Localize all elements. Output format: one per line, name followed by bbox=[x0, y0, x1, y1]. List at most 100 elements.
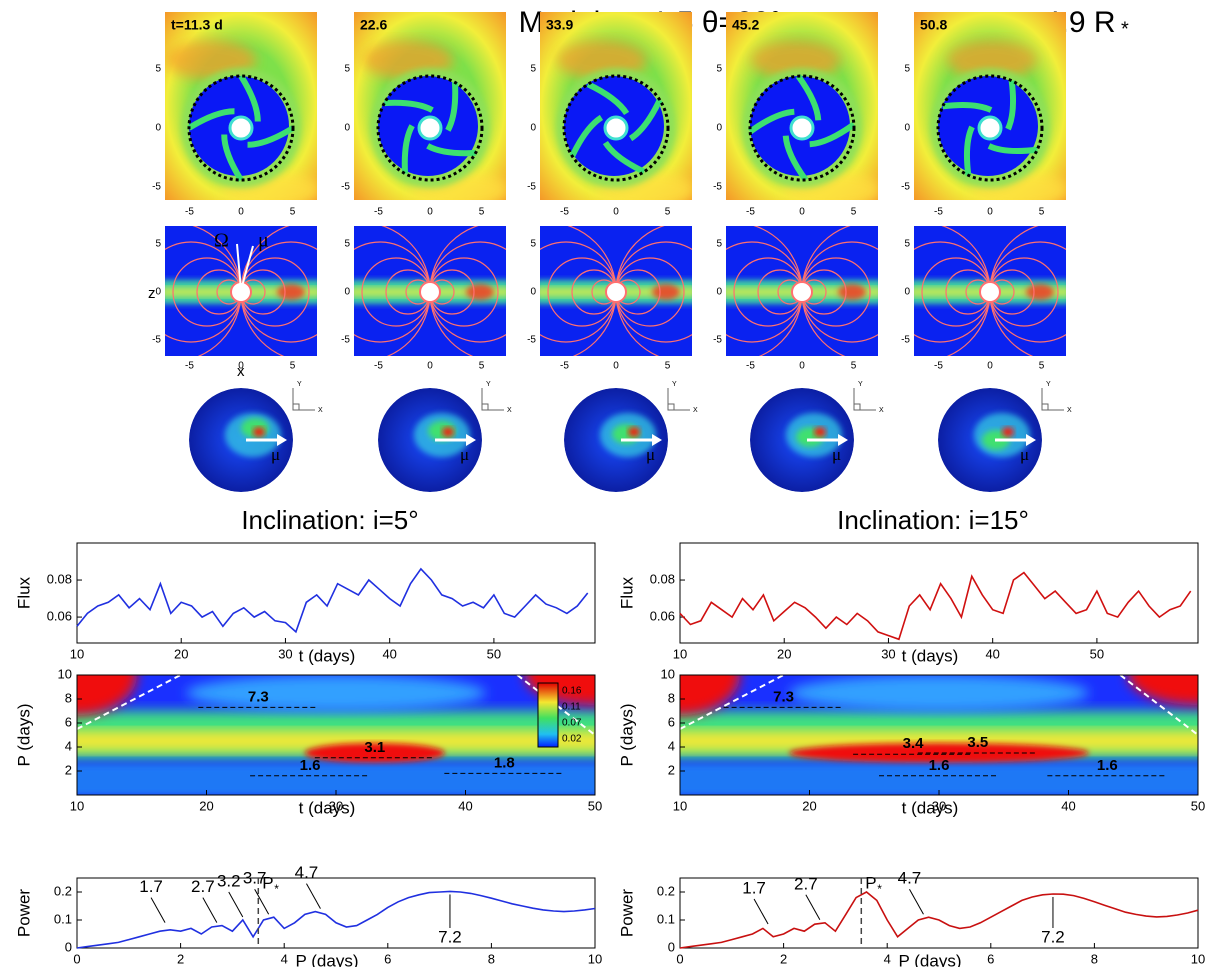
x-tick-label: 40 bbox=[458, 798, 472, 813]
annotation-label: 1.7 bbox=[742, 878, 766, 897]
x-tick-label: 10 bbox=[673, 646, 687, 661]
snapshot-time: 22.6 bbox=[360, 17, 387, 33]
annotation-arrow bbox=[150, 897, 166, 923]
marker-label-sub: * bbox=[877, 882, 882, 896]
star bbox=[605, 281, 627, 303]
y-axis-label: Flux bbox=[14, 576, 33, 609]
y-tick-label: 4 bbox=[65, 738, 72, 753]
y-tick-label: 0.06 bbox=[650, 609, 675, 624]
wavelet-top bbox=[789, 675, 1089, 711]
x-axis-label: t (days) bbox=[902, 798, 959, 817]
star bbox=[417, 115, 443, 141]
snapshot-x-tick: -5 bbox=[560, 361, 569, 372]
x-axis-label: t (days) bbox=[902, 646, 959, 665]
ridge-label: 3.1 bbox=[364, 739, 385, 756]
x-tick-label: 10 bbox=[673, 798, 687, 813]
snapshot-x-tick: -5 bbox=[746, 207, 755, 218]
clip-group bbox=[938, 388, 1042, 492]
wavelet-band bbox=[680, 730, 1198, 752]
x-tick-label: 0 bbox=[73, 951, 80, 966]
clip-group bbox=[540, 226, 692, 356]
axis-icon-x: X bbox=[1067, 407, 1072, 414]
x-tick-label: 10 bbox=[70, 798, 84, 813]
wavelet-edge bbox=[680, 675, 740, 715]
mu-label: μ bbox=[460, 445, 469, 464]
plot-frame bbox=[76, 542, 596, 644]
snapshot-x-tick: 0 bbox=[238, 361, 244, 372]
axis-icon bbox=[292, 388, 315, 411]
snapshot-y-tick: 0 bbox=[155, 123, 161, 134]
accretion-tongue bbox=[942, 101, 993, 113]
snapshot-x-tick: 0 bbox=[427, 361, 433, 372]
annotation-arrow bbox=[306, 883, 321, 909]
x-tick-label: 40 bbox=[985, 646, 999, 661]
wavelet-edge bbox=[1128, 675, 1198, 705]
accretion-tongue bbox=[748, 108, 795, 135]
spot-core bbox=[442, 427, 454, 437]
y-tick-label: 0.06 bbox=[47, 609, 72, 624]
panel-title: Inclination: i=5° bbox=[241, 505, 418, 535]
density-swirl bbox=[751, 40, 841, 80]
clip-group bbox=[726, 226, 878, 356]
marker-label-sub: * bbox=[274, 882, 279, 896]
snapshot-x-tick: 5 bbox=[479, 207, 485, 218]
spot-core bbox=[253, 427, 265, 437]
accretion-tongue bbox=[426, 143, 476, 157]
colorbar-label: 0.16 bbox=[562, 686, 582, 697]
y-tick-label: 0.2 bbox=[657, 883, 675, 898]
ridge-label: 3.4 bbox=[903, 735, 925, 752]
snapshot-y-tick: -5 bbox=[527, 182, 536, 193]
marker-label: P bbox=[262, 873, 273, 892]
x-tick-label: 30 bbox=[278, 646, 292, 661]
y-tick-label: 8 bbox=[65, 690, 72, 705]
mu-label: μ bbox=[258, 230, 269, 252]
wavelet-edge bbox=[525, 675, 595, 705]
star bbox=[419, 281, 441, 303]
clip-group bbox=[165, 12, 317, 200]
x-tick-label: 40 bbox=[382, 646, 396, 661]
snapshot-x-tick: 5 bbox=[290, 207, 296, 218]
annotation-arrow bbox=[753, 898, 769, 925]
series-line bbox=[76, 890, 596, 949]
density-swirl bbox=[947, 40, 1037, 80]
y-axis-label: P (days) bbox=[617, 704, 636, 767]
snapshot-z-tick: 5 bbox=[904, 239, 910, 250]
disk-hot bbox=[652, 284, 680, 300]
snapshot-y-tick: 0 bbox=[904, 123, 910, 134]
snapshot-time: 45.2 bbox=[732, 17, 759, 33]
y-tick-label: 0.08 bbox=[650, 571, 675, 586]
x-tick-label: 2 bbox=[177, 951, 184, 966]
accretion-tongue bbox=[238, 74, 261, 122]
clip-group bbox=[354, 12, 506, 200]
axis-icon-x: X bbox=[318, 407, 323, 414]
annotation-arrow bbox=[254, 888, 270, 915]
accretion-tongue bbox=[445, 82, 459, 132]
accretion-tongue bbox=[782, 135, 809, 182]
series-line bbox=[76, 567, 589, 634]
y-axis-label: Power bbox=[14, 889, 33, 938]
snapshot-y-tick: -5 bbox=[901, 182, 910, 193]
star bbox=[603, 115, 629, 141]
clip-group bbox=[726, 12, 878, 200]
snapshot-z-tick: -5 bbox=[527, 335, 536, 346]
colorbar bbox=[537, 682, 559, 748]
disk-hot bbox=[277, 284, 305, 300]
snapshot-y-tick: 5 bbox=[716, 64, 722, 75]
snapshot-z-tick: 0 bbox=[716, 287, 722, 298]
snapshot-x-tick: 0 bbox=[987, 361, 993, 372]
snapshot-x-tick: -5 bbox=[934, 207, 943, 218]
x-tick-label: 6 bbox=[384, 951, 391, 966]
x-tick-label: 20 bbox=[777, 646, 791, 661]
snapshot-time: t=11.3 d bbox=[171, 17, 223, 33]
snapshot-z-tick: 5 bbox=[155, 239, 161, 250]
radius-star: * bbox=[1121, 18, 1129, 40]
y-tick-label: 10 bbox=[661, 666, 675, 681]
y-tick-label: 2 bbox=[668, 762, 675, 777]
clip-group bbox=[564, 388, 668, 492]
annotation-label: 1.7 bbox=[139, 877, 163, 896]
x-tick-label: 50 bbox=[1090, 646, 1104, 661]
snapshot-x-tick: 0 bbox=[799, 207, 805, 218]
snapshot-y-tick: 5 bbox=[530, 64, 536, 75]
snapshot-x-tick: -5 bbox=[185, 207, 194, 218]
y-tick-label: 0.1 bbox=[54, 911, 72, 926]
